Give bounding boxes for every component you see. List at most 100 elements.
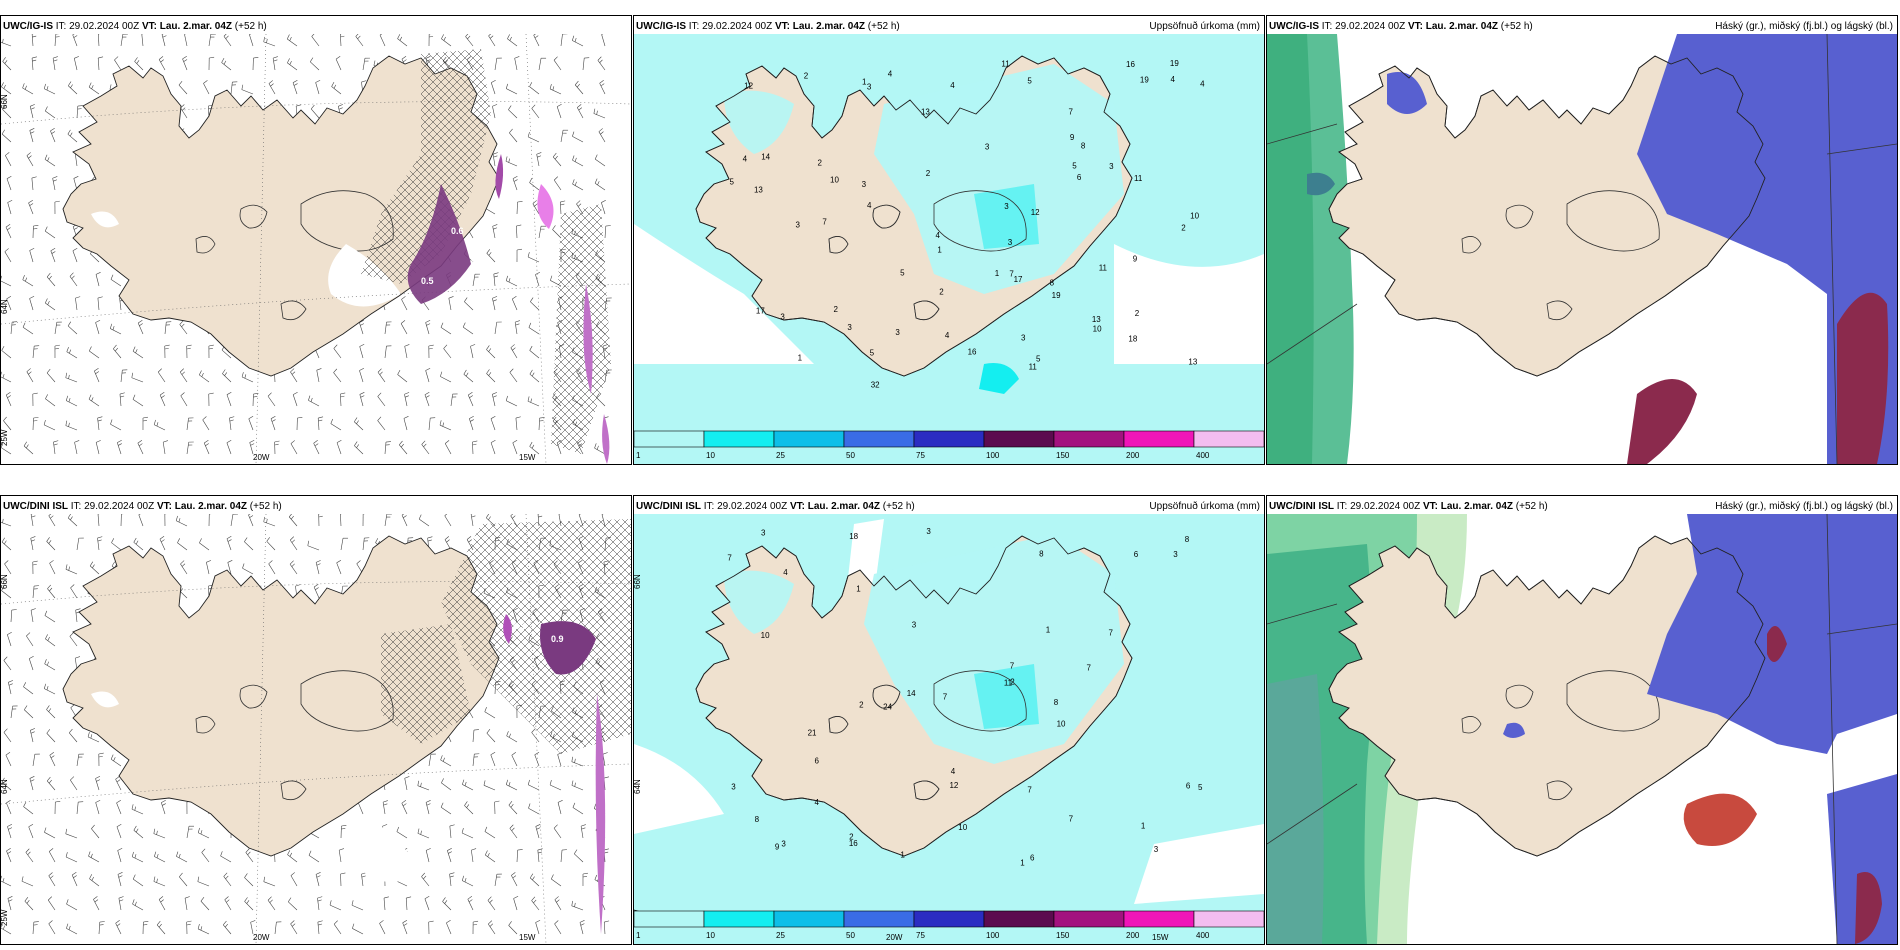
hatch-area [441,519,631,754]
precip-value: 4 [936,231,941,240]
ice-concentration-label: 0.5 [513,621,526,631]
colorbar-label: 1 [636,451,641,460]
precip-value: 7 [1009,269,1014,278]
map-ig-wind: 0.6 0.7 0.5 66N 64N 25W 20W 15W [1,34,631,464]
lon-label-20w: 20W [253,453,270,462]
map-ig-clouds [1267,34,1897,464]
precip-value: 3 [1173,550,1178,559]
colorbar-box [634,910,705,928]
colorbar-box [703,910,775,928]
map-dini-wind: 0.5 0.9 66N 64N 25W 20W 15W [1,514,631,944]
colorbar-label: 200 [1126,931,1140,940]
precip-value: 11 [1001,59,1010,68]
colorbar-box [773,910,845,928]
precip-value: 8 [1039,549,1044,558]
precip-value: 16 [849,839,858,848]
precip-value: 7 [1069,815,1074,824]
precip-value: 2 [849,832,854,841]
precip-value: 3 [761,528,766,537]
precip-value: 12 [949,781,958,790]
panel-header: UWC/DINI ISL IT: 29.02.2024 00Z VT: Lau.… [636,501,915,512]
projection-line [1826,514,1897,944]
precip-value: 17 [1014,275,1023,284]
lon-label-15w: 15W [519,933,536,942]
precip-value: 3 [1008,238,1013,247]
precip-value: 7 [1068,108,1073,117]
ice-concentration-label: 0.6 [451,226,464,236]
precip-value: 11 [1099,264,1108,273]
colorbar-label: 10 [706,451,715,460]
precip-value: 7 [1010,661,1015,670]
colorbar: 1 10 25 50 75 100 150 200 400 [634,910,1264,940]
precip-value: 1 [937,246,942,255]
colorbar-label: 200 [1126,451,1140,460]
ice-area [583,284,593,394]
panel-title-right: Uppsöfnuð úrkoma (mm) [1149,501,1260,512]
lat-label-66n: 66N [1,94,9,109]
colorbar-label: 100 [986,451,1000,460]
lon-label-25w: 25W [1,909,9,926]
map-dini-precip: 1127184233361014128111016247787972136310… [634,514,1264,944]
colorbar-label: 50 [846,451,855,460]
precip-value: 6 [1134,550,1139,559]
precip-value: 10 [1093,325,1102,334]
colorbar-box [1053,910,1125,928]
precip-value: 6 [815,756,820,765]
hatch-area [361,49,491,284]
precip-value: 8 [1054,698,1059,707]
panel-title-right: Háský (gr.), miðský (fj.bl.) og lágský (… [1715,501,1893,512]
hatch-area [551,204,611,454]
low-cloud-layer [1683,626,1882,944]
panel-header: UWC/DINI ISL IT: 29.02.2024 00Z VT: Lau.… [3,501,282,512]
precip-value: 5 [1036,355,1041,364]
lat-label-64n: 64N [1,299,9,314]
colorbar-label: 25 [776,931,785,940]
panel-header: UWC/IG-IS IT: 29.02.2024 00Z VT: Lau. 2.… [1269,21,1533,32]
precip-value: 6 [1077,173,1082,182]
precip-value: 5 [1072,162,1077,171]
precip-value: 3 [862,180,867,189]
precip-value: 4 [945,331,950,340]
precip-value: 2 [1135,309,1140,318]
precip-value: 7 [1109,628,1114,637]
lat-label-64n: 64N [634,779,642,794]
colorbar-box [913,910,985,928]
high-cloud-layer [1267,34,1354,464]
precip-value: 19 [1052,291,1061,300]
precip-value: 8 [1185,535,1190,544]
precip-value: 3 [731,783,736,792]
precip-value: 5 [870,348,875,357]
lon-label-25w: 25W [1,429,9,446]
precip-value: 12 [744,82,753,91]
colorbar-label: 100 [986,931,1000,940]
precip-value: 10 [1057,720,1066,729]
lon-label-15w: 15W [519,453,536,462]
ice-area [495,154,504,199]
lon-label-20w: 20W [253,933,270,942]
precip-value: 1 [1046,625,1051,634]
lat-label-66n: 66N [634,574,642,589]
precip-value: 10 [830,176,839,185]
precip-value: 3 [895,328,900,337]
colorbar: 1 10 25 50 75 100 150 200 400 [634,430,1264,460]
precip-value: 1 [862,77,867,86]
colorbar-label: 50 [846,931,855,940]
ice-concentration-label: 0.5 [421,276,434,286]
colorbar-box [983,430,1055,448]
colorbar-label: 150 [1056,931,1070,940]
panel-header: UWC/IG-IS IT: 29.02.2024 00Z VT: Lau. 2.… [3,21,267,32]
precip-value: 7 [1027,786,1032,795]
precip-value: 7 [822,218,827,227]
precip-value: 11 [1134,174,1143,183]
ice-concentration-label: 0.9 [551,634,564,644]
precip-value: 16 [1126,60,1135,69]
precip-value: 4 [1170,75,1175,84]
precip-value: 13 [754,186,763,195]
precip-value: 3 [781,839,786,848]
panel-header: UWC/DINI ISL IT: 29.02.2024 00Z VT: Lau.… [1269,501,1548,512]
precip-value: 2 [1181,223,1186,232]
lat-label-64n: 64N [1,779,9,794]
precip-value: 2 [818,158,823,167]
